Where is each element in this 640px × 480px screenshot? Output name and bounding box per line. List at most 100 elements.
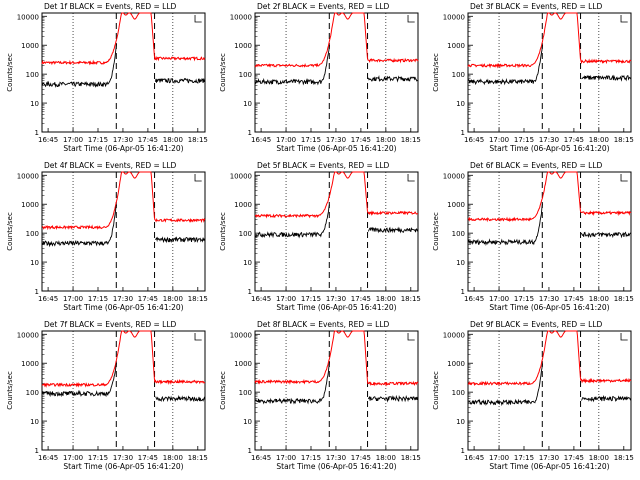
- plot-frame: [41, 171, 206, 292]
- y-axis-label: Counts/sec: [432, 371, 440, 410]
- x-tick-label: 17:00: [63, 136, 83, 144]
- y-tick-label: 1000: [447, 42, 465, 50]
- y-tick-label: 1: [35, 129, 39, 137]
- y-tick-label: 1000: [21, 360, 39, 368]
- panel-title: Det 2f BLACK = Events, RED = LLD: [257, 2, 390, 11]
- x-tick-label: 18:15: [188, 454, 208, 462]
- y-tick-label: 10: [456, 100, 465, 108]
- events-series-line: [154, 77, 206, 84]
- x-tick-label: 17:15: [88, 136, 108, 144]
- x-tick-label: 18:15: [188, 295, 208, 303]
- y-tick-label: 10: [243, 259, 252, 267]
- events-series-line: [367, 75, 418, 83]
- y-tick-label: 100: [239, 389, 252, 397]
- attenuator-marker: [194, 333, 202, 341]
- y-axis-label: Counts/sec: [432, 212, 440, 251]
- y-tick-label: 100: [26, 230, 39, 238]
- attenuator-marker: [407, 174, 415, 182]
- x-tick-label: 16:45: [464, 136, 484, 144]
- x-tick-label: 16:45: [464, 295, 484, 303]
- y-tick-label: 1000: [447, 201, 465, 209]
- x-tick-label: 17:30: [113, 295, 133, 303]
- x-axis-label: Start Time (06-Apr-05 16:41:20): [489, 462, 609, 471]
- panel-det-7: Det 7f BLACK = Events, RED = LLD 16:45 17:…: [6, 320, 208, 471]
- x-tick-label: 17:30: [539, 454, 559, 462]
- x-tick-label: 18:00: [376, 295, 396, 303]
- y-tick-label: 10000: [443, 172, 465, 180]
- y-axis-label: Counts/sec: [6, 53, 14, 92]
- x-tick-label: 18:00: [163, 136, 183, 144]
- x-tick-label: 18:15: [401, 454, 421, 462]
- y-axis-label: Counts/sec: [6, 212, 14, 251]
- panel-det-8: Det 8f BLACK = Events, RED = LLD 16:45 17:…: [219, 320, 421, 471]
- y-tick-label: 1000: [21, 42, 39, 50]
- y-tick-label: 10000: [230, 13, 252, 21]
- events-series-line: [155, 236, 206, 244]
- x-tick-label: 16:45: [251, 295, 271, 303]
- x-tick-label: 18:15: [401, 136, 421, 144]
- x-tick-label: 18:00: [163, 295, 183, 303]
- x-axis-label: Start Time (06-Apr-05 16:41:20): [63, 462, 183, 471]
- panel-det-6: Det 6f BLACK = Events, RED = LLD 16:45 17:…: [432, 161, 634, 312]
- y-tick-label: 100: [452, 71, 465, 79]
- x-tick-label: 17:30: [326, 295, 346, 303]
- attenuator-marker: [194, 174, 202, 182]
- x-tick-label: 16:45: [464, 454, 484, 462]
- x-tick-label: 18:00: [163, 454, 183, 462]
- y-tick-label: 10: [243, 418, 252, 426]
- x-tick-label: 17:30: [113, 454, 133, 462]
- y-tick-label: 1: [35, 447, 39, 455]
- events-series-line: [581, 74, 632, 82]
- x-axis-label: Start Time (06-Apr-05 16:41:20): [63, 144, 183, 153]
- y-tick-label: 10: [456, 418, 465, 426]
- y-tick-label: 100: [239, 230, 252, 238]
- y-tick-label: 10000: [17, 172, 39, 180]
- panel-det-9: Det 9f BLACK = Events, RED = LLD 16:45 17:…: [432, 320, 634, 471]
- x-tick-label: 17:45: [138, 295, 158, 303]
- x-tick-label: 17:45: [564, 295, 584, 303]
- y-tick-label: 10000: [443, 13, 465, 21]
- y-tick-label: 100: [452, 389, 465, 397]
- x-tick-label: 17:00: [489, 295, 509, 303]
- events-series-line: [467, 363, 543, 407]
- events-series-line: [155, 394, 206, 403]
- events-series-line: [41, 43, 117, 88]
- x-tick-label: 16:45: [251, 454, 271, 462]
- y-axis-label: Counts/sec: [219, 53, 227, 92]
- y-tick-label: 1000: [234, 42, 252, 50]
- y-tick-label: 1000: [21, 201, 39, 209]
- x-tick-label: 18:15: [188, 136, 208, 144]
- y-tick-label: 10: [30, 100, 39, 108]
- y-axis-label: Counts/sec: [6, 371, 14, 410]
- y-tick-label: 1: [461, 288, 465, 296]
- x-tick-label: 18:15: [614, 295, 634, 303]
- x-tick-label: 18:00: [589, 454, 609, 462]
- y-tick-label: 1: [248, 288, 252, 296]
- y-tick-label: 10000: [230, 172, 252, 180]
- lld-series-line: [41, 12, 206, 66]
- x-tick-label: 17:15: [301, 136, 321, 144]
- y-tick-label: 10: [456, 259, 465, 267]
- x-tick-label: 18:00: [589, 295, 609, 303]
- x-tick-label: 17:45: [138, 454, 158, 462]
- attenuator-marker: [194, 15, 202, 23]
- attenuator-marker: [620, 174, 628, 182]
- y-tick-label: 10: [30, 418, 39, 426]
- lld-series-line: [254, 171, 418, 219]
- lld-series-line: [41, 171, 206, 231]
- x-tick-label: 17:00: [489, 136, 509, 144]
- plot-frame: [467, 12, 632, 133]
- x-tick-label: 17:15: [514, 454, 534, 462]
- plot-frame: [467, 330, 632, 451]
- events-series-line: [41, 204, 117, 248]
- x-tick-label: 17:00: [63, 454, 83, 462]
- events-series-line: [367, 226, 419, 234]
- x-tick-label: 17:30: [326, 454, 346, 462]
- x-tick-label: 17:45: [564, 454, 584, 462]
- y-tick-label: 100: [239, 71, 252, 79]
- x-tick-label: 16:45: [251, 136, 271, 144]
- x-tick-label: 17:00: [276, 295, 296, 303]
- y-tick-label: 1: [248, 129, 252, 137]
- x-axis-label: Start Time (06-Apr-05 16:41:20): [489, 303, 609, 312]
- y-tick-label: 1: [35, 288, 39, 296]
